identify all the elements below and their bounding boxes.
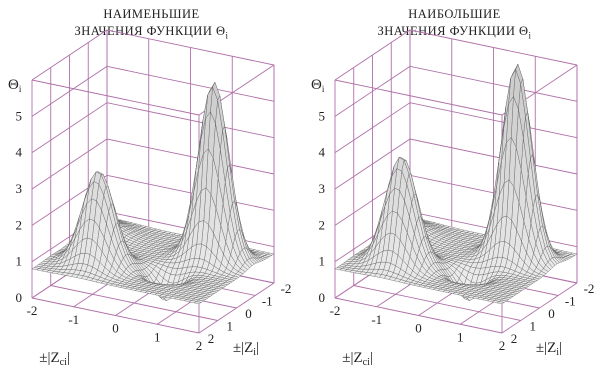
left-title-sub: i [225,30,229,41]
x-tick-label: 0 [415,321,422,336]
z-axis-label-sub: i [322,84,325,94]
grid-line [31,138,275,190]
surface-cell [31,267,40,271]
surface-mesh [334,63,578,305]
surface-mesh [31,81,275,305]
x-axis-label: ±|Zci| [39,350,70,368]
grid-line [31,29,275,81]
grid-line [353,285,521,321]
right-title-sub: i [528,30,532,41]
grid-line [334,297,503,334]
z-tick-label: 1 [16,254,23,269]
grid-line [334,102,578,154]
x-tick-label: 1 [154,329,161,344]
grid-line [50,285,218,321]
grid-line [334,65,578,117]
left-title-line1: НАИМЕНЬШИЕ [103,7,200,21]
x-tick-label: -2 [330,303,341,318]
y-axis-label-bar: | [256,340,259,356]
box-edge [31,79,200,116]
z-tick-label: 0 [16,290,23,305]
z-tick-label: 4 [319,145,326,160]
y-tick-label: 0 [548,306,555,321]
z-tick-label: 2 [319,217,326,232]
x-tick-label: 1 [457,329,464,344]
right-chart-panel: НАИБОЛЬШИЕ ЗНАЧЕНИЯ ФУНКЦИИ Θi 0 1 2 3 4 5 Θi -… [303,0,606,372]
y-tick-label: 1 [227,319,234,334]
z-tick-label: 1 [319,254,326,269]
y-tick-label: 2 [511,331,518,346]
x-tick-label: -2 [27,303,38,318]
x-axis-label-bar: | [370,350,373,366]
z-axis-label-sub: i [19,84,22,94]
right-title-line2-text: ЗНАЧЕНИЯ ФУНКЦИИ Θ [377,24,529,38]
left-chart-title: НАИМЕНЬШИЕ ЗНАЧЕНИЯ ФУНКЦИИ Θi [0,6,303,45]
x-tick-label: 2 [196,338,203,353]
y-axis-label-sub: i [253,347,256,358]
right-title-line2: ЗНАЧЕНИЯ ФУНКЦИИ Θi [303,23,606,45]
grid-line [198,282,275,334]
x-axis-label-sub: ci [60,357,67,368]
surface-cell [334,267,343,271]
z-axis-label: Θi [8,77,22,94]
y-tick-label: -2 [281,281,292,296]
grid-line [31,65,275,117]
right-chart-title: НАИБОЛЬШИЕ ЗНАЧЕНИЯ ФУНКЦИИ Θi [303,6,606,45]
grid-line [334,138,578,190]
left-title-line2-text: ЗНАЧЕНИЯ ФУНКЦИИ Θ [74,24,226,38]
left-title-line2: ЗНАЧЕНИЯ ФУНКЦИИ Θi [0,23,303,45]
grid-line [501,282,578,334]
x-axis-label-sub: ci [363,357,370,368]
y-tick-label: -1 [262,294,273,309]
x-tick-label: -1 [371,312,382,327]
y-tick-label: 0 [245,306,252,321]
left-chart-panel: НАИМЕНЬШИЕ ЗНАЧЕНИЯ ФУНКЦИИ Θi 0 1 2 3 4 5 Θi -… [0,6,303,368]
z-axis-label: Θi [311,77,325,94]
z-tick-label: 3 [319,181,326,196]
z-tick-label: 5 [319,108,326,123]
box-edge [334,79,503,116]
right-title-line1: НАИБОЛЬШИЕ [408,7,501,21]
x-axis-label-bar: | [67,350,70,366]
y-tick-label: -2 [584,281,595,296]
x-tick-label: 0 [112,321,119,336]
grid-line [31,102,275,154]
z-tick-label: 5 [16,108,23,123]
y-axis-label-sub: i [556,347,559,358]
x-tick-label: 2 [499,338,506,353]
y-axis-label: ±|Zi| [233,340,259,358]
z-tick-label: 0 [319,290,326,305]
z-tick-label: 3 [16,181,23,196]
x-axis-label: ±|Zci| [342,350,373,368]
y-axis-label: ±|Zi| [536,340,562,358]
grid-line [334,29,578,81]
x-tick-label: -1 [68,312,79,327]
z-tick-label: 4 [16,145,23,160]
y-axis-label-bar: | [559,340,562,356]
z-tick-label: 2 [16,217,23,232]
y-tick-label: -1 [565,294,576,309]
grid-line [31,297,200,334]
y-tick-label: 2 [208,331,215,346]
y-tick-label: 1 [530,319,537,334]
